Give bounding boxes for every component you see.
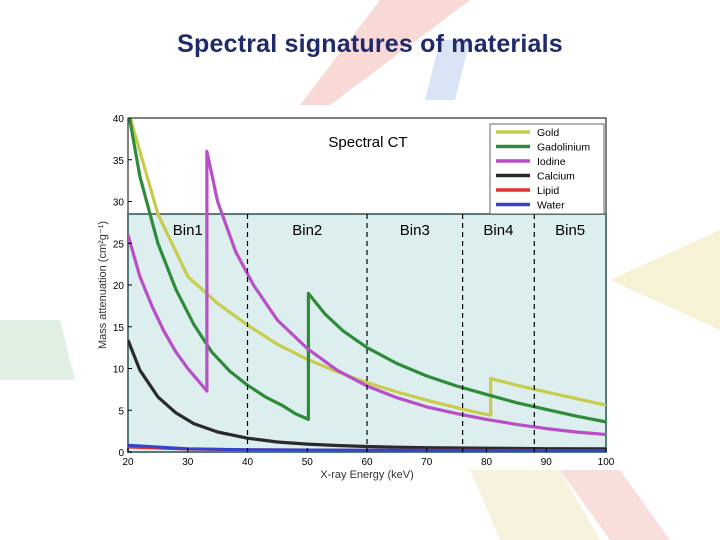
legend: Gold Gadolinium Iodine Calcium Lipid Water <box>489 123 605 215</box>
x-tick-label: 50 <box>302 457 314 468</box>
y-tick-label: 30 <box>113 198 125 209</box>
legend-label-gold: Gold <box>537 127 559 139</box>
deco-shard-blue <box>425 40 470 100</box>
deco-shard-green <box>0 320 75 380</box>
deco-shard-red <box>300 0 470 105</box>
series-line-iodine <box>128 149 606 437</box>
series-line-gold <box>128 118 606 417</box>
bin-label-1: Bin1 <box>173 222 203 239</box>
bin-label-5: Bin5 <box>555 222 585 239</box>
x-tick-label: 80 <box>481 457 493 468</box>
y-tick-label: 5 <box>118 406 124 417</box>
y-tick-label: 20 <box>113 281 125 292</box>
slide-title: Spectral signatures of materials <box>177 30 563 58</box>
y-axis-label: Mass attenuation (cm²g⁻¹) <box>97 221 109 349</box>
legend-label-gadolinium: Gadolinium <box>537 142 590 154</box>
deco-shard-bottom-red <box>560 470 670 540</box>
x-tick-label: 30 <box>182 457 194 468</box>
legend-label-lipid: Lipid <box>537 185 559 197</box>
x-tick-label: 40 <box>242 457 254 468</box>
y-tick-label: 15 <box>113 323 125 334</box>
bin-label-3: Bin3 <box>400 222 430 239</box>
series-line-calcium <box>128 339 606 451</box>
y-tick-label: 10 <box>113 365 125 376</box>
legend-label-iodine: Iodine <box>537 156 566 168</box>
x-tick-label: 70 <box>421 457 433 468</box>
bin-label-4: Bin4 <box>483 222 513 239</box>
deco-shard-yellow <box>610 230 720 330</box>
x-tick-label: 100 <box>598 457 615 468</box>
legend-label-calcium: Calcium <box>537 171 575 183</box>
x-tick-label: 60 <box>361 457 373 468</box>
legend-box <box>489 123 605 215</box>
x-tick-label: 20 <box>122 457 134 468</box>
x-axis-label: X-ray Energy (keV) <box>320 469 414 481</box>
y-tick-label: 25 <box>113 239 125 250</box>
legend-label-water: Water <box>537 200 565 212</box>
y-tick-label: 0 <box>118 448 124 459</box>
x-tick-label: 90 <box>541 457 553 468</box>
deco-shard-bottom-yellow <box>470 470 600 540</box>
bin-label-2: Bin2 <box>292 222 322 239</box>
chart-title: Spectral CT <box>328 134 407 151</box>
y-tick-label: 35 <box>113 156 125 167</box>
series-line-gadolinium <box>128 118 606 424</box>
y-tick-label: 40 <box>113 114 125 125</box>
